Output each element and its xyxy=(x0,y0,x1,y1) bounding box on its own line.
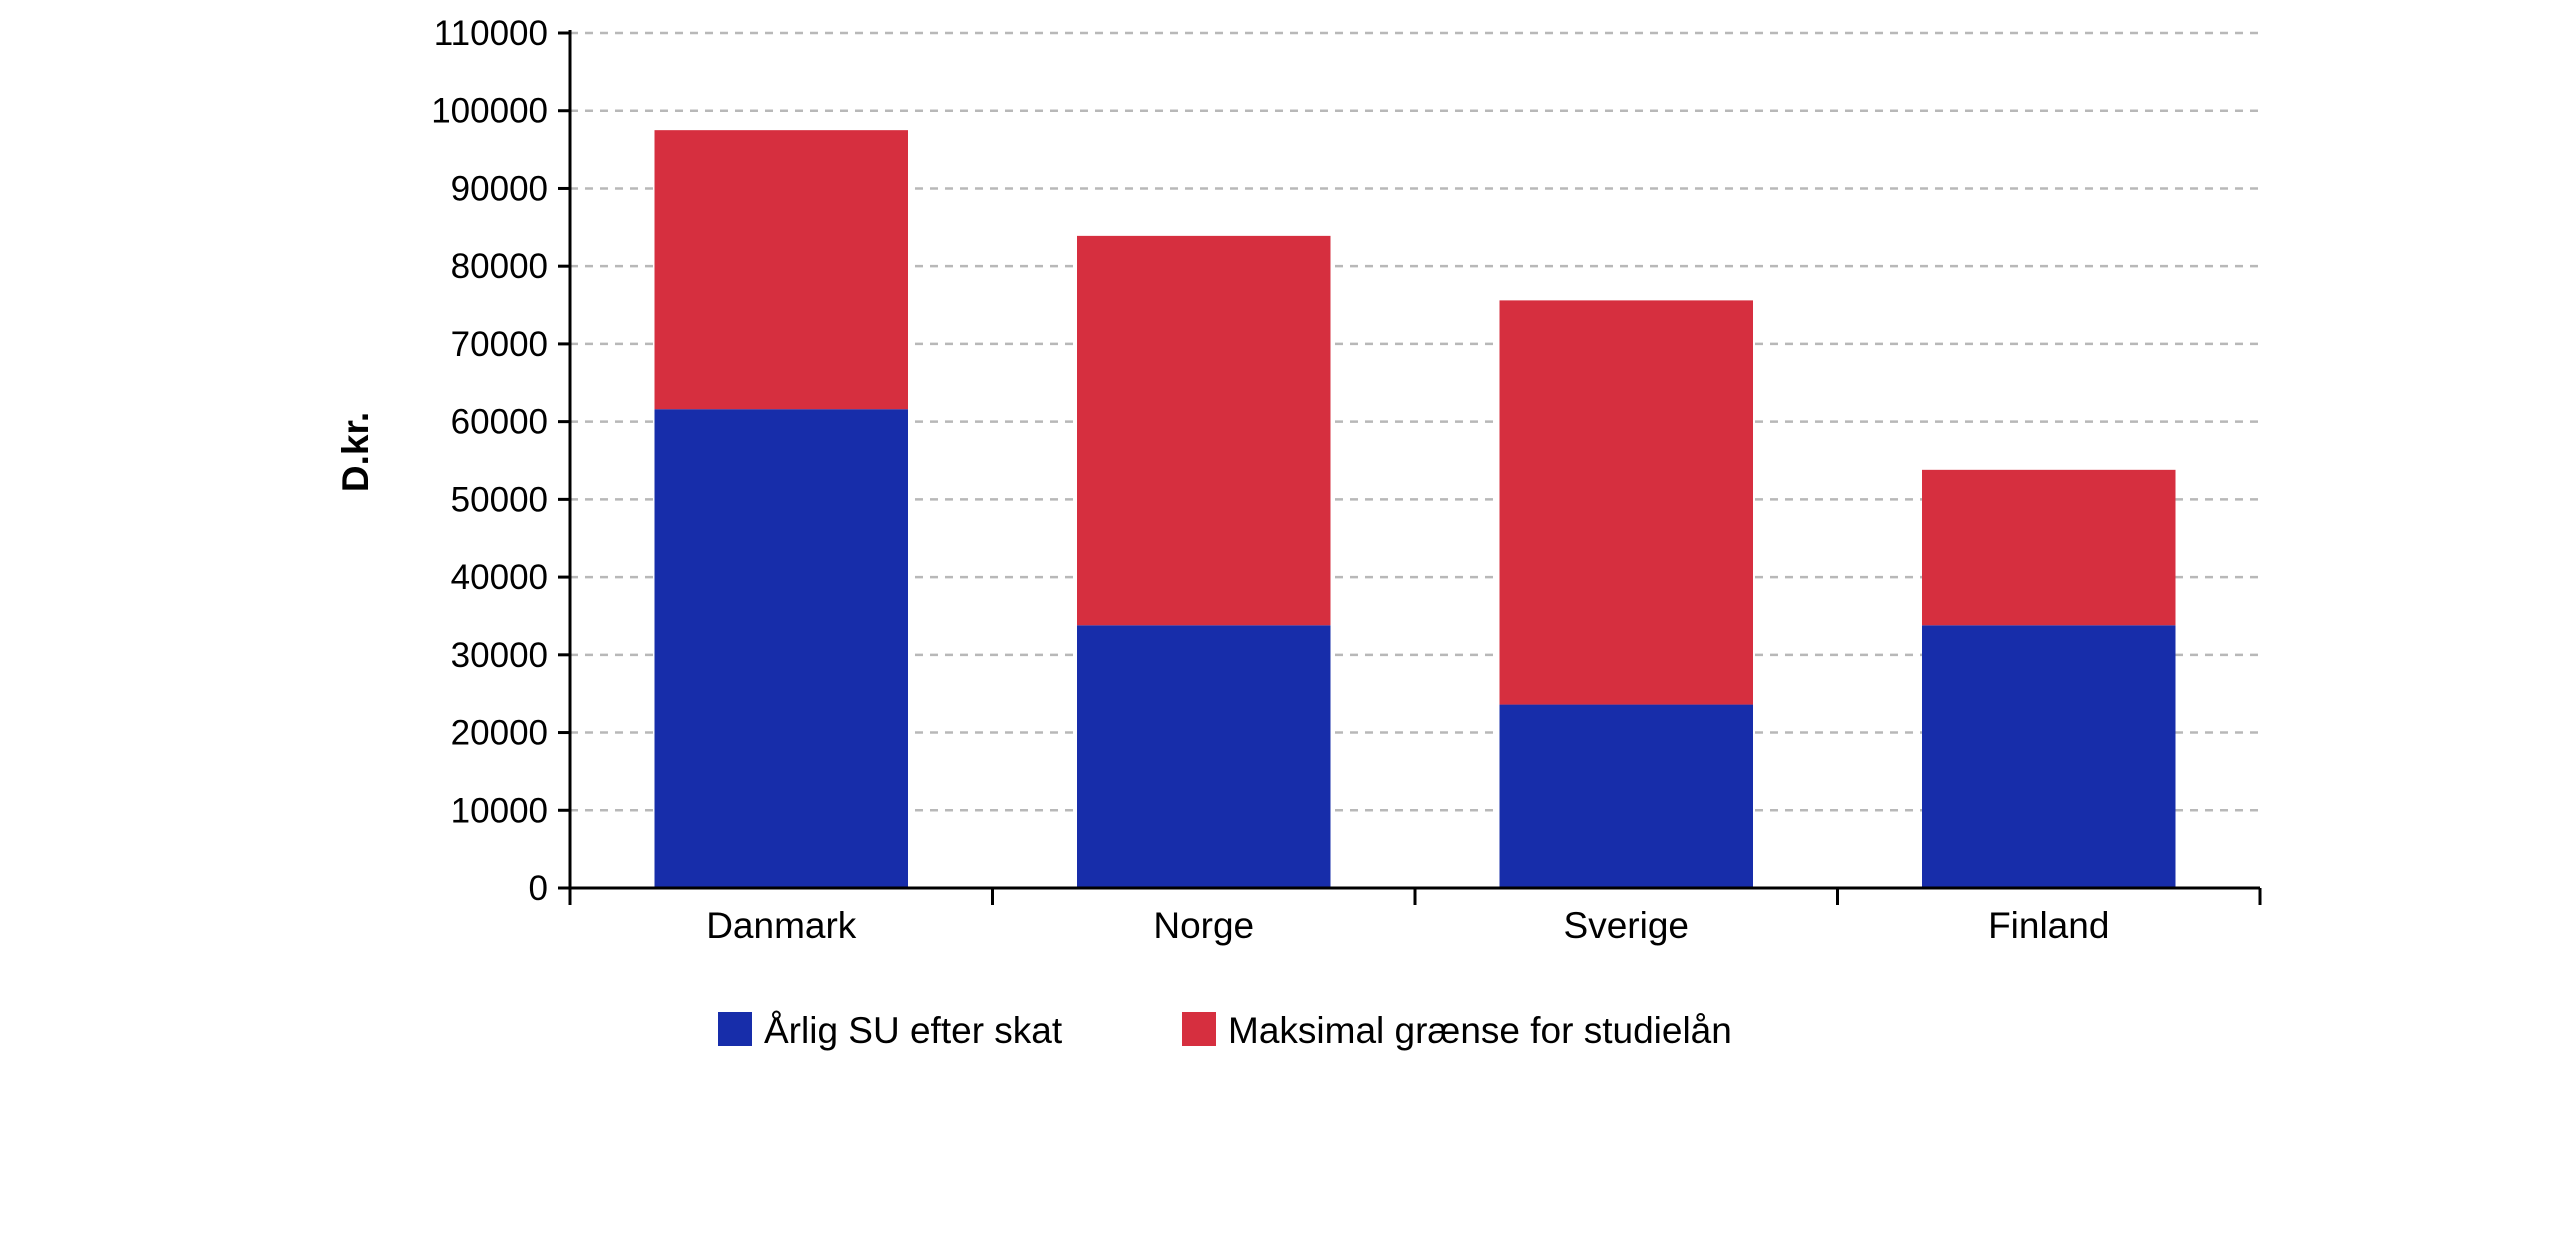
y-tick-labels: 0 10000 20000 30000 40000 50000 60000 70000 8000… xyxy=(431,14,548,908)
legend: Årlig SU efter skat Maksimal grænse for s… xyxy=(718,1010,1732,1051)
y-tick-label: 110000 xyxy=(434,14,548,53)
bar-norge-series-1 xyxy=(1077,625,1331,888)
bar-sverige-series-2 xyxy=(1499,300,1753,705)
y-tick-label: 90000 xyxy=(451,169,548,208)
x-tick-label: Danmark xyxy=(706,905,857,946)
y-tick-label: 50000 xyxy=(451,480,548,519)
gridlines xyxy=(570,31,2260,812)
y-tick-label: 10000 xyxy=(451,791,548,830)
bar-danmark-series-1 xyxy=(654,409,908,888)
x-tick-label: Norge xyxy=(1153,905,1254,946)
x-tick-labels: Danmark Norge Sverige Finland xyxy=(706,905,2109,946)
bar-sverige-series-1 xyxy=(1499,704,1753,888)
axes xyxy=(558,30,2262,905)
bar-danmark-series-2 xyxy=(654,130,908,410)
x-tick-label: Sverige xyxy=(1564,905,1689,946)
legend-swatch xyxy=(718,1012,752,1046)
y-tick-label: 100000 xyxy=(431,92,548,131)
y-tick-label: 40000 xyxy=(451,558,548,597)
legend-label: Årlig SU efter skat xyxy=(764,1010,1063,1051)
bar-finland-series-2 xyxy=(1922,469,2176,626)
x-tick-label: Finland xyxy=(1988,905,2109,946)
y-tick-label: 20000 xyxy=(451,714,548,753)
bar-finland-series-1 xyxy=(1922,625,2176,888)
y-tick-label: 80000 xyxy=(451,247,548,286)
y-tick-label: 70000 xyxy=(451,325,548,364)
y-axis-title: D.kr. xyxy=(335,412,376,492)
y-tick-label: 30000 xyxy=(451,636,548,675)
bars xyxy=(654,130,2176,888)
bar-norge-series-2 xyxy=(1077,235,1331,626)
legend-swatch xyxy=(1182,1012,1216,1046)
y-tick-label: 60000 xyxy=(451,403,548,442)
legend-label: Maksimal grænse for studielån xyxy=(1228,1010,1732,1051)
y-tick-label: 0 xyxy=(529,869,548,908)
